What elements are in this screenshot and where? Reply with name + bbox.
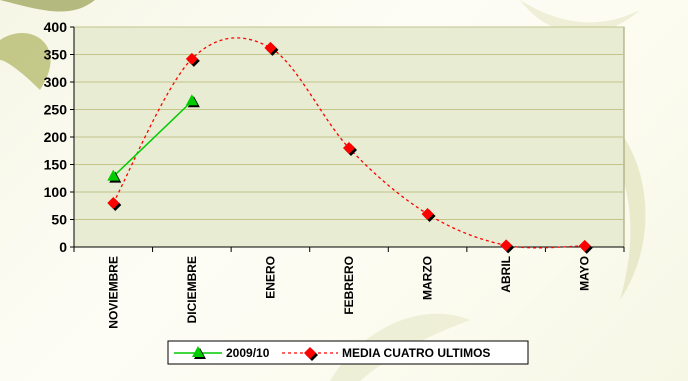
series-2009-10-point <box>185 94 200 108</box>
y-tick-label: 150 <box>44 157 68 173</box>
series-media-cuatro-ultimos-line <box>112 37 585 249</box>
y-tick-label: 100 <box>44 184 68 200</box>
series-media-cuatro-ultimos-point <box>578 239 593 254</box>
y-axis-ticks: 0 50 100 150 200 250 300 350 400 <box>44 19 74 255</box>
leaf-decoration-right <box>600 120 646 300</box>
legend-item-2009-10: 2009/10 <box>174 346 270 360</box>
x-tick-label: DICIEMBRE <box>185 256 199 323</box>
y-tick-label: 0 <box>59 239 67 255</box>
series-2009-10-point <box>107 169 122 183</box>
legend-marker <box>304 347 318 361</box>
gridlines <box>74 26 624 220</box>
series-media-cuatro-ultimos-point <box>421 208 436 222</box>
series-media-cuatro-ultimos-point <box>264 41 279 56</box>
series-2009-10-line <box>112 100 193 178</box>
y-tick-label: 300 <box>44 74 68 90</box>
x-axis-ticks: NOVIEMBRE DICIEMBRE ENERO FEBRERO MARZO ABRIL… <box>73 247 625 329</box>
legend-box <box>167 340 529 365</box>
series-layer <box>107 37 593 254</box>
y-tick-label: 50 <box>51 212 67 228</box>
leaf-decoration-top-right <box>520 0 640 34</box>
x-tick-label: ENERO <box>263 256 277 299</box>
y-tick-label: 350 <box>44 47 68 63</box>
y-tick-label: 250 <box>44 102 68 118</box>
y-tick-label: 400 <box>44 19 68 35</box>
legend-marker <box>192 346 206 359</box>
x-tick-label: NOVIEMBRE <box>106 256 120 329</box>
series-media-cuatro-ultimos-point <box>500 239 515 254</box>
x-tick-label: ABRIL <box>499 256 513 293</box>
x-tick-label: FEBRERO <box>342 256 356 315</box>
leaf-decoration-top-left-2 <box>0 33 51 90</box>
x-tick-label: MARZO <box>421 256 435 300</box>
y-tick-label: 200 <box>44 129 68 145</box>
legend: 2009/10 MEDIA CUATRO ULTIMOS <box>174 346 490 361</box>
leaf-decoration-top-left <box>0 0 95 12</box>
x-tick-label: MAYO <box>578 256 592 291</box>
series-media-cuatro-ultimos-point <box>343 142 357 156</box>
series-media-cuatro-ultimos-point <box>107 197 122 211</box>
legend-item-media-cuatro-ultimos: MEDIA CUATRO ULTIMOS <box>282 346 490 361</box>
legend-label: 2009/10 <box>226 346 270 360</box>
series-media-cuatro-ultimos-point <box>185 52 200 67</box>
legend-label: MEDIA CUATRO ULTIMOS <box>342 346 490 360</box>
